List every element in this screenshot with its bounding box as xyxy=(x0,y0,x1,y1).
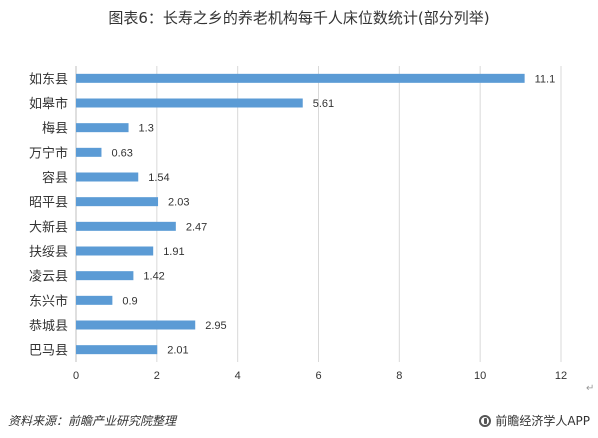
value-label: 5.61 xyxy=(313,98,334,110)
return-mark: ↵ xyxy=(586,383,595,394)
category-label: 东兴市 xyxy=(29,293,68,309)
bar xyxy=(76,147,102,157)
brand-credit: 前瞻经济学人APP xyxy=(479,412,590,429)
value-label: 2.03 xyxy=(168,197,189,209)
value-label: 1.91 xyxy=(163,246,184,258)
bar xyxy=(76,98,303,108)
value-label: 1.54 xyxy=(148,172,169,184)
value-label: 0.9 xyxy=(122,295,137,307)
brand-name: 前瞻经济学人APP xyxy=(495,414,590,428)
bar xyxy=(76,246,154,256)
value-label: 11.1 xyxy=(535,73,556,85)
value-label: 2.01 xyxy=(167,345,188,357)
category-label: 如东县 xyxy=(29,71,68,87)
bar xyxy=(76,73,525,83)
x-tick-label: 12 xyxy=(555,370,567,382)
bar xyxy=(76,123,129,133)
category-label: 恭城县 xyxy=(29,319,68,334)
value-label: 2.95 xyxy=(205,320,226,332)
category-label: 大新县 xyxy=(29,219,68,235)
bar xyxy=(76,295,113,305)
x-tick-label: 0 xyxy=(73,370,79,382)
category-label: 容县 xyxy=(42,170,68,186)
bar xyxy=(76,172,139,182)
bar xyxy=(76,197,159,207)
bar xyxy=(76,345,158,355)
x-tick-label: 6 xyxy=(315,370,321,382)
category-label: 扶绥县 xyxy=(29,245,68,260)
value-label: 1.3 xyxy=(139,123,154,135)
value-label: 0.63 xyxy=(111,147,132,159)
bar xyxy=(76,271,134,281)
category-label: 凌云县 xyxy=(29,270,68,285)
chart-title: 图表6：长寿之乡的养老机构每千人床位数统计(部分列举) xyxy=(108,9,490,27)
x-tick-label: 10 xyxy=(474,370,486,382)
value-label: 2.47 xyxy=(186,221,207,233)
category-label: 昭平县 xyxy=(29,196,68,211)
category-label: 如皋市 xyxy=(29,96,68,112)
source-note: 资料来源：前瞻产业研究院整理 xyxy=(8,414,177,428)
bar xyxy=(76,320,196,330)
category-label: 万宁市 xyxy=(29,145,68,161)
x-tick-label: 2 xyxy=(154,370,160,382)
brand-logo-icon xyxy=(479,414,492,427)
category-label: 梅县 xyxy=(42,122,68,137)
x-tick-label: 8 xyxy=(396,370,402,382)
category-label: 巴马县 xyxy=(29,344,68,359)
bar xyxy=(76,221,176,231)
x-tick-label: 4 xyxy=(235,370,241,382)
value-label: 1.42 xyxy=(143,271,164,283)
